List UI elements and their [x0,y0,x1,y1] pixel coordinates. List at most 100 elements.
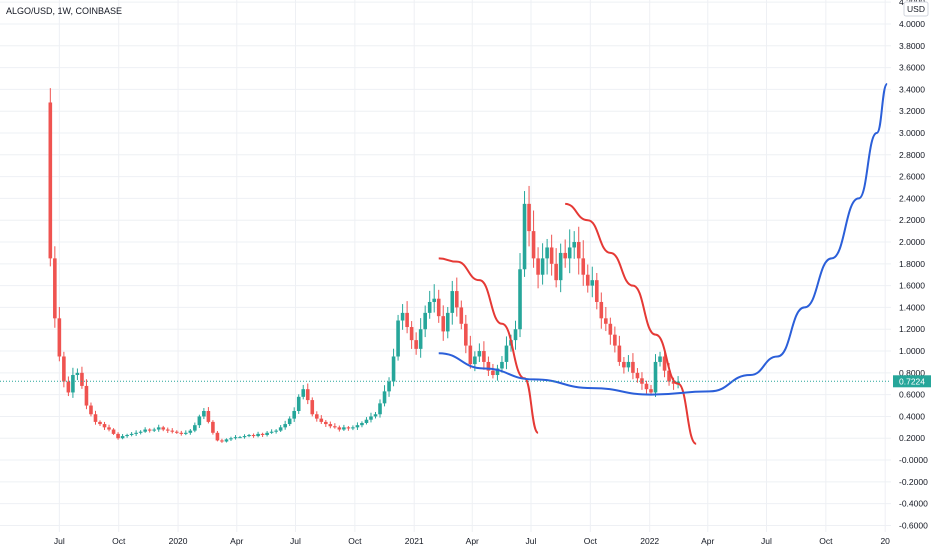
candle-body [572,242,577,248]
candle-body [134,432,138,434]
candle-body [107,427,111,430]
candle-body [301,389,306,397]
candle-body [545,247,549,259]
candle-body [174,431,179,433]
candle-body [527,203,531,232]
x-tick-label: Apr [701,536,714,546]
candle-body [382,391,387,404]
candle-body [296,396,301,411]
candle-body [274,430,278,432]
candle-body [482,351,486,362]
y-tick-label: 3.0000 [899,128,925,138]
y-tick-label: 3.2000 [899,106,925,116]
last-price-label: 0.7224 [899,376,925,386]
candle-body [351,427,355,429]
candle-body [98,421,102,425]
candle-body [653,361,658,393]
candle-body [170,430,175,432]
candle-body [89,405,93,415]
x-tick-label: 2020 [169,536,188,546]
candle-body [143,429,147,432]
candle-body [423,312,427,330]
candle-body [599,301,604,319]
x-tick-label: 2021 [405,536,424,546]
candle-body [391,356,396,382]
x-axis: Jul Oct 2020 Apr Jul Oct 2021 Apr Jul Oct 2022 Apr J… [54,536,890,546]
currency-label: USD [907,4,925,14]
candle-body [617,345,622,362]
candle-body [247,434,251,437]
candle-body [211,421,215,433]
candle-body [224,439,229,442]
candle-body [608,323,613,335]
gridlines [0,0,891,532]
candle-body [540,258,545,275]
x-tick-label: Oct [348,536,362,546]
x-tick-label: Jul [526,536,537,546]
candle-body [71,375,75,393]
candle-body [233,437,238,439]
candle-body [567,247,572,259]
candle-body [66,381,71,393]
candle-body [251,434,256,437]
candle-body [491,370,495,376]
candle-body [473,356,477,365]
candle-body [188,430,193,433]
candle-body [333,426,337,428]
candle-body [102,424,107,428]
candle-body [138,431,143,433]
y-tick-label: 2.4000 [899,193,925,203]
candle-body [477,351,482,357]
x-tick-label: Jul [761,536,772,546]
candle-body [260,433,265,435]
candle-body [93,414,98,422]
candle-body [53,258,57,319]
candle-body [536,258,540,275]
red-arc-curve-1 [565,202,698,445]
y-tick-label: -0.6000 [899,520,928,530]
candle-body [120,436,125,439]
x-tick-label: Apr [466,536,479,546]
candle-body [576,242,581,259]
y-tick-label: -0.4000 [899,499,928,509]
candle-body [400,312,405,321]
candle-body [445,312,450,332]
x-tick-label: Apr [230,536,243,546]
red-arc-curve-0 [438,257,540,434]
candle-body [256,433,260,437]
currency-badge[interactable]: USD [903,1,929,17]
candle-body [292,410,297,419]
candle-body [504,345,509,362]
candle-body [500,361,504,369]
candle-body [179,432,184,434]
candle-body [48,102,53,259]
candle-body [202,410,206,417]
candle-body [649,389,653,393]
y-tick-label: 4.0000 [899,19,925,29]
candle-body [495,368,500,376]
candle-body [328,424,333,427]
candle-body [314,414,319,419]
candle-body [229,438,233,440]
y-tick-label: 2.0000 [899,237,925,247]
candle-body [269,431,274,433]
y-axis: 4.20004.00003.80003.60003.40003.20003.00… [899,0,928,530]
candle-body [364,419,369,423]
candle-body [75,372,80,376]
candle-body [644,383,649,390]
y-tick-label: 0.4000 [899,411,925,421]
x-tick-label: Oct [584,536,598,546]
candle-body [522,203,527,270]
candle-body [156,427,161,430]
candle-body [378,403,382,415]
candle-body [319,418,324,422]
y-tick-label: 1.2000 [899,324,925,334]
candle-body [360,422,364,426]
candle-body [337,427,342,430]
candle-body [441,316,446,332]
candle-body [373,414,378,417]
candle-body [324,421,328,425]
y-tick-label: -0.0000 [899,455,928,465]
candle-body [486,361,491,371]
